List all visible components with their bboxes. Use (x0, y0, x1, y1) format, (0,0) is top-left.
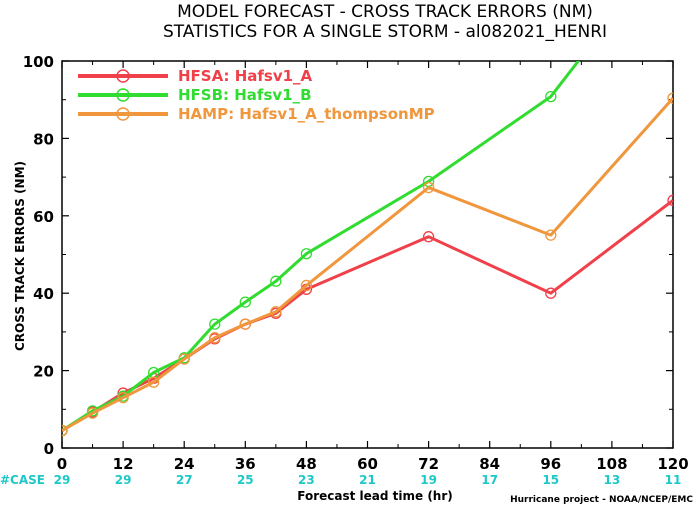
x-tick-label: 60 (357, 455, 378, 473)
data-point-hfsa (667, 194, 673, 206)
case-count: 13 (604, 473, 621, 487)
x-tick-label: 120 (657, 455, 688, 473)
data-point-hamp (178, 353, 190, 365)
data-point-hamp (300, 279, 313, 292)
case-count: 19 (420, 473, 437, 487)
case-count: 23 (298, 473, 315, 487)
plot-area: 0 12 24 36 48 60 72 84 96 108 120 0 20 40 60 80 100 29 29 2… (23, 53, 689, 487)
y-tick-label: 0 (44, 440, 54, 458)
x-tick-label: 72 (418, 455, 439, 473)
case-count: 25 (237, 473, 254, 487)
legend-label-hfsa: HFSA: Hafsv1_A (178, 67, 313, 85)
x-tick-label: 36 (235, 455, 256, 473)
case-count: 29 (54, 473, 71, 487)
x-tick-label: 48 (296, 455, 317, 473)
legend-marker-hamp (116, 107, 130, 121)
x-tick-label: 84 (479, 455, 500, 473)
data-point-hamp (422, 181, 435, 194)
legend-label-hfsb: HFSB: Hafsv1_B (178, 86, 312, 104)
y-tick-label: 80 (33, 130, 54, 148)
credit-text: Hurricane project - NOAA/NCEP/EMC (510, 495, 693, 505)
data-point-hamp (62, 424, 68, 437)
case-count: 17 (481, 473, 498, 487)
y-axis-label: CROSS TRACK ERRORS (NM) (13, 161, 27, 351)
data-point-hamp (147, 376, 160, 388)
x-tick-label: 0 (57, 455, 67, 473)
case-count: 15 (542, 473, 559, 487)
data-point-hamp (86, 407, 99, 419)
data-point-hamp (545, 229, 557, 241)
data-point-hfsb (239, 296, 251, 308)
case-label: #CASE (0, 473, 45, 487)
data-point-hfsa (545, 287, 557, 299)
legend-marker-hfsa (116, 69, 130, 83)
data-point-hfsb (209, 318, 221, 330)
data-point-hamp (209, 332, 221, 344)
series-line-hamp (62, 97, 673, 432)
x-tick-label: 12 (113, 455, 134, 473)
case-count: 29 (115, 473, 132, 487)
y-tick-label: 40 (33, 285, 54, 303)
x-tick-label: 108 (596, 455, 627, 473)
y-tick-label: 100 (23, 53, 54, 71)
data-point-hfsb (300, 248, 313, 260)
data-point-hfsb (270, 275, 282, 287)
x-tick-label: 96 (540, 455, 561, 473)
x-tick-label: 24 (174, 455, 195, 473)
data-point-hfsa (422, 231, 435, 243)
legend-marker-hfsb (116, 88, 130, 102)
chart-subtitle: STATISTICS FOR A SINGLE STORM - al082021… (163, 22, 607, 42)
y-tick-label: 20 (33, 363, 54, 381)
x-axis-label: Forecast lead time (hr) (297, 489, 453, 503)
y-tick-label: 60 (33, 208, 54, 226)
case-count: 11 (665, 473, 682, 487)
data-point-hfsb (545, 90, 557, 103)
data-point-hamp (270, 306, 282, 318)
case-count: 27 (176, 473, 193, 487)
series-layer (62, 61, 673, 437)
chart-title: MODEL FORECAST - CROSS TRACK ERRORS (NM) (177, 2, 593, 22)
data-point-hamp (667, 92, 673, 104)
data-point-hamp (117, 392, 129, 404)
case-count: 21 (359, 473, 376, 487)
legend-label-hamp: HAMP: Hafsv1_A_thompsonMP (178, 105, 435, 123)
data-point-hamp (239, 318, 251, 330)
